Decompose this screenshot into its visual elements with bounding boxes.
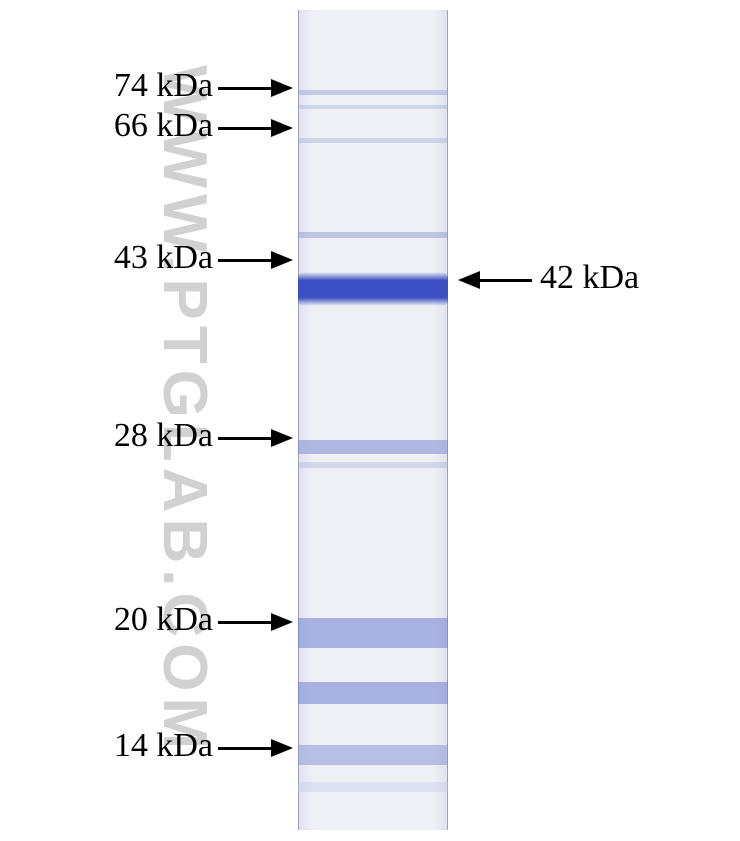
gel-band (298, 232, 448, 238)
marker-arrow-icon (218, 79, 293, 97)
marker-arrow-icon (218, 739, 293, 757)
gel-band (298, 782, 448, 792)
watermark-text: WWW.PTGLAB.COM (149, 65, 220, 755)
gel-band (298, 138, 448, 143)
marker-label: 43 kDa (114, 239, 213, 277)
gel-band (298, 440, 448, 454)
target-label: 42 kDa (540, 259, 639, 297)
gel-band (298, 682, 448, 704)
gel-band (298, 105, 448, 109)
gel-band (298, 462, 448, 468)
marker-label: 20 kDa (114, 601, 213, 639)
marker-arrow-icon (218, 613, 293, 631)
marker-arrow-icon (218, 429, 293, 447)
marker-label: 66 kDa (114, 107, 213, 145)
marker-label: 28 kDa (114, 417, 213, 455)
gel-band (298, 272, 448, 306)
marker-label: 14 kDa (114, 727, 213, 765)
gel-band (298, 745, 448, 765)
marker-arrow-icon (218, 251, 293, 269)
marker-arrow-icon (218, 119, 293, 137)
gel-band (298, 90, 448, 95)
gel-lane (298, 10, 448, 830)
gel-band (298, 618, 448, 648)
marker-label: 74 kDa (114, 67, 213, 105)
lane-border (298, 10, 448, 830)
target-arrow-icon (458, 271, 532, 289)
gel-image: WWW.PTGLAB.COM 74 kDa66 kDa 43 kDa 28 kDa 2… (0, 0, 740, 841)
